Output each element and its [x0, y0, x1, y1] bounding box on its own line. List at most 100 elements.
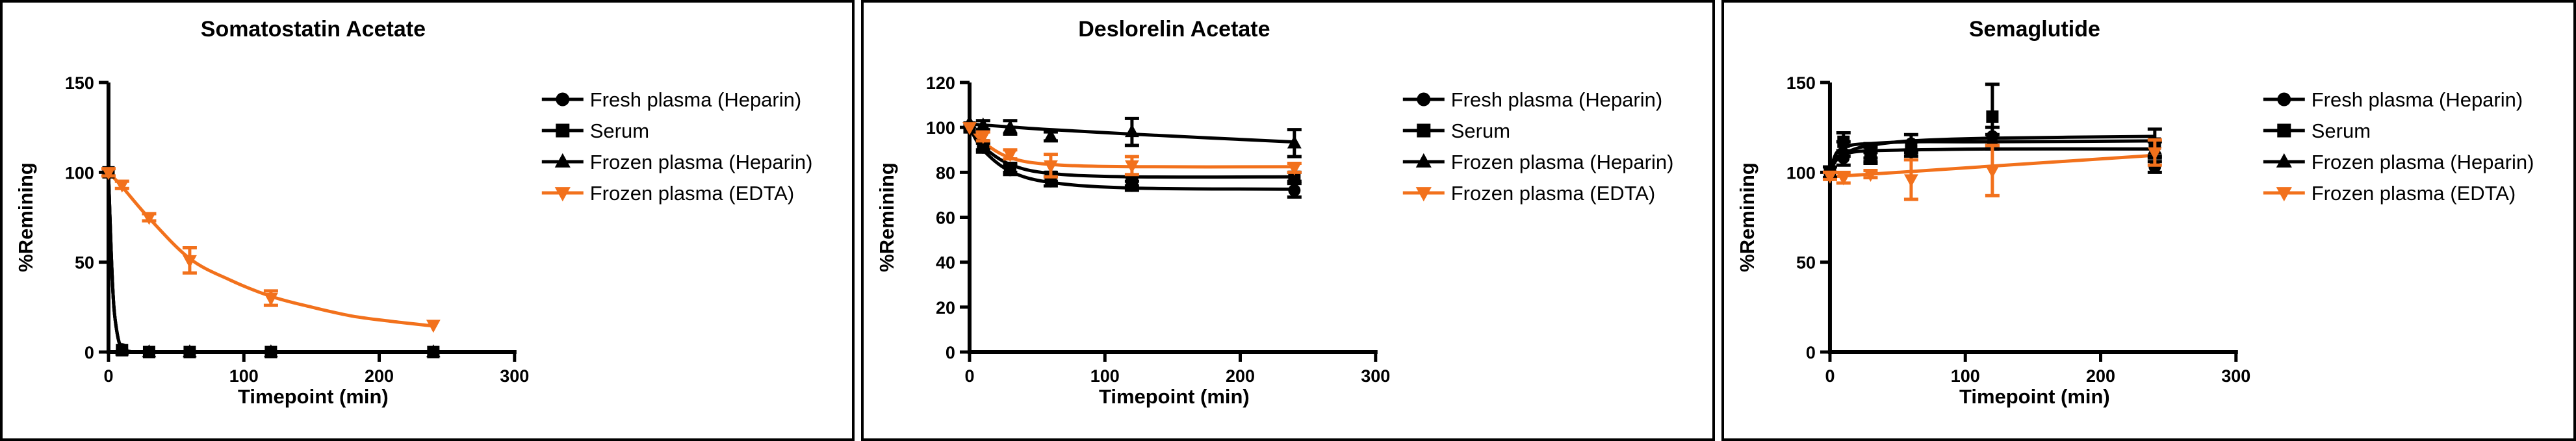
legend-item: Frozen plasma (EDTA) [1402, 182, 1655, 205]
x-axis-label: Timepoint (min) [238, 385, 389, 408]
y-tick-label: 50 [1796, 253, 1816, 273]
legend-item: Frozen plasma (Heparin) [541, 151, 813, 173]
legend-label: Serum [2312, 120, 2371, 142]
legend-item: Frozen plasma (Heparin) [1402, 151, 1673, 173]
square-legend-icon [556, 123, 570, 138]
data-point [1124, 160, 1139, 173]
y-tick-label: 100 [1786, 163, 1816, 183]
y-axis-label: %Remining [1736, 162, 1758, 272]
data-point [1043, 129, 1058, 142]
data-point [263, 292, 278, 306]
x-axis-label: Timepoint (min) [1959, 385, 2110, 408]
x-tick-label: 300 [500, 366, 529, 386]
triangle-down-legend-icon [554, 187, 571, 202]
x-axis-label: Timepoint (min) [1099, 385, 1250, 408]
y-tick-label: 50 [75, 253, 94, 273]
data-point [1863, 169, 1878, 182]
data-point [183, 255, 197, 268]
x-tick-label: 100 [1951, 366, 1980, 386]
y-tick-label: 120 [926, 73, 955, 93]
data-point [426, 320, 441, 333]
data-point [1288, 184, 1301, 197]
x-tick-label: 100 [229, 366, 259, 386]
y-tick-label: 0 [84, 343, 94, 362]
legend-item: Frozen plasma (EDTA) [541, 182, 794, 205]
chart-semaglutide: 0 100 200 300 0 50 100 150 Semaglutide Timepoint … [1736, 17, 2534, 408]
axes: 0 100 200 300 0 50 100 150 [1786, 73, 2250, 386]
data-point [1904, 141, 1919, 155]
legend-label: Frozen plasma (Heparin) [590, 151, 813, 173]
chart-panel-deslorelin: 0 100 200 300 0 20 40 60 80 100 120 Deslorelin Acet… [860, 0, 1716, 441]
data-point [1863, 150, 1878, 164]
legend-label: Serum [1450, 120, 1510, 142]
legend: Fresh plasma (Heparin) Serum Frozen plasma… [1402, 88, 1673, 205]
legend-item: Serum [2263, 120, 2371, 142]
legend-item: Serum [1402, 120, 1510, 142]
data-point [975, 117, 990, 131]
axes: 0 100 200 300 0 20 40 60 80 100 120 [926, 73, 1390, 386]
x-tick-label: 0 [103, 366, 113, 386]
y-tick-label: 150 [65, 73, 94, 93]
circle-legend-icon [556, 92, 570, 107]
x-tick-label: 200 [365, 366, 394, 386]
series-points [101, 162, 441, 358]
y-tick-label: 60 [936, 208, 955, 227]
legend: Fresh plasma (Heparin) Serum Frozen plasma… [2263, 88, 2534, 205]
data-point [1126, 175, 1139, 188]
triangle-up-legend-icon [1415, 153, 1432, 168]
data-point [1904, 174, 1919, 188]
chart-panel-somatostatin: 0 100 200 300 0 50 100 150 Somatostatin Acetate T… [0, 0, 855, 441]
y-tick-label: 150 [1786, 73, 1816, 93]
chart-title: Somatostatin Acetate [201, 17, 426, 42]
x-tick-label: 300 [1361, 366, 1390, 386]
data-point [114, 342, 129, 356]
y-tick-label: 0 [946, 343, 955, 362]
y-tick-label: 20 [936, 298, 955, 318]
legend-label: Serum [590, 120, 649, 142]
legend-item: Frozen plasma (Heparin) [2263, 151, 2534, 173]
triangle-down-legend-icon [2276, 187, 2293, 202]
y-axis-label: %Remining [14, 162, 37, 272]
series-curve [107, 171, 434, 328]
data-point [1124, 124, 1139, 138]
y-tick-label: 40 [936, 253, 955, 273]
series-points [102, 166, 440, 359]
data-point [2148, 147, 2163, 160]
legend-label: Fresh plasma (Heparin) [1450, 88, 1662, 111]
data-point [1003, 161, 1016, 174]
data-point [101, 167, 116, 181]
series-points [102, 166, 440, 359]
legend-label: Frozen plasma (EDTA) [2312, 182, 2516, 205]
x-tick-label: 0 [1825, 366, 1835, 386]
chart-panel-semaglutide: 0 100 200 300 0 50 100 150 Semaglutide Timepoint … [1721, 0, 2576, 441]
y-tick-label: 100 [65, 163, 94, 183]
triangle-down-legend-icon [1415, 187, 1432, 202]
chart-somatostatin-acetate: 0 100 200 300 0 50 100 150 Somatostatin Acetate T… [14, 17, 813, 408]
data-point [1043, 160, 1058, 173]
data-point [1836, 172, 1851, 186]
data-point [114, 179, 129, 193]
legend-label: Frozen plasma (EDTA) [590, 182, 794, 205]
data-point [975, 131, 990, 144]
x-tick-label: 300 [2222, 366, 2251, 386]
data-point [1003, 149, 1018, 162]
series-points [962, 122, 1302, 179]
data-point [1985, 165, 2000, 179]
legend-label: Fresh plasma (Heparin) [590, 88, 801, 111]
square-legend-icon [2277, 123, 2291, 138]
y-tick-label: 100 [926, 118, 955, 138]
data-point [1986, 110, 1999, 123]
legend-item: Fresh plasma (Heparin) [1402, 88, 1662, 111]
x-tick-label: 200 [1226, 366, 1255, 386]
chart-title: Semaglutide [1969, 17, 2100, 42]
legend-item: Frozen plasma (EDTA) [2263, 182, 2516, 205]
data-point [1003, 120, 1018, 133]
data-point [142, 212, 157, 225]
data-point [263, 344, 278, 358]
series-curve [107, 172, 433, 354]
data-point [1287, 135, 1302, 149]
y-tick-label: 80 [936, 163, 955, 183]
legend-label: Frozen plasma (Heparin) [2312, 151, 2534, 173]
legend-item: Serum [541, 120, 649, 142]
data-point [1823, 170, 1838, 184]
